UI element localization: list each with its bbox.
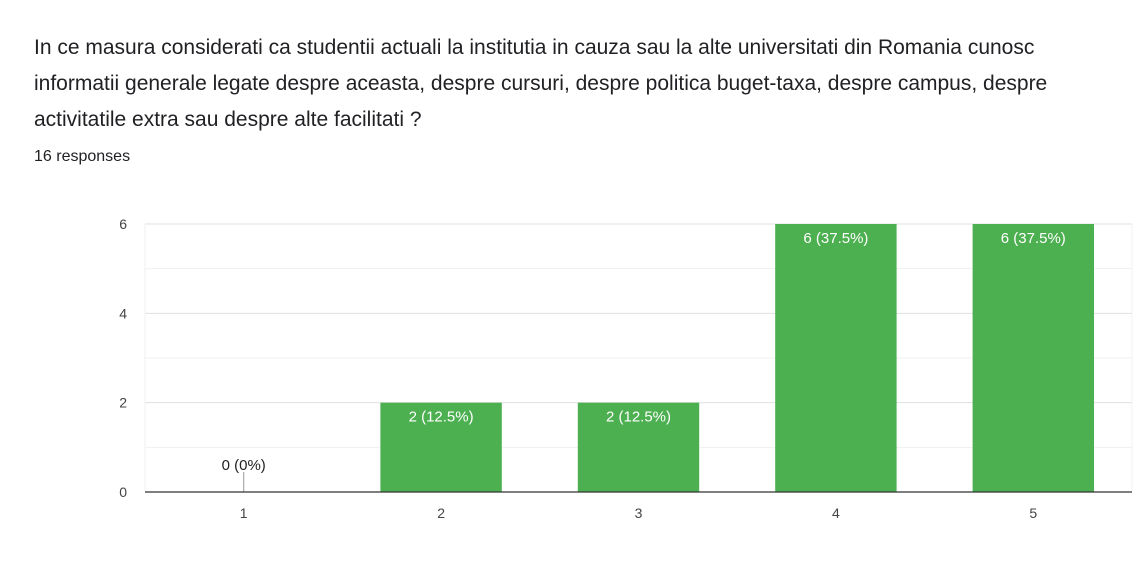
bar-2[interactable]	[380, 402, 502, 492]
data-label: 0 (0%)	[222, 457, 266, 474]
y-tick-label: 6	[119, 216, 127, 232]
data-label: 2 (12.5%)	[606, 409, 671, 426]
bar-5[interactable]	[972, 224, 1095, 492]
bar-4[interactable]	[775, 224, 897, 492]
x-tick-label: 4	[832, 505, 840, 521]
bar-3[interactable]	[577, 402, 700, 492]
x-tick-label: 5	[1029, 505, 1037, 521]
data-label: 2 (12.5%)	[409, 409, 474, 426]
y-tick-label: 4	[119, 305, 127, 321]
x-tick-label: 2	[437, 505, 445, 521]
x-tick-label: 1	[240, 505, 248, 521]
bar-chart: 0 2 4 6 0 (0%) 1 2 (12.5%) 2 2 (12.5%) 3 6 (37.5%)…	[119, 216, 1133, 521]
y-tick-label: 0	[119, 484, 127, 500]
data-label: 6 (37.5%)	[1001, 230, 1066, 247]
data-label: 6 (37.5%)	[803, 230, 868, 247]
question-title: In ce masura considerati ca studentii ac…	[34, 36, 1048, 131]
response-count: 16 responses	[34, 148, 131, 165]
y-tick-label: 2	[119, 395, 127, 411]
x-tick-label: 3	[635, 505, 643, 521]
